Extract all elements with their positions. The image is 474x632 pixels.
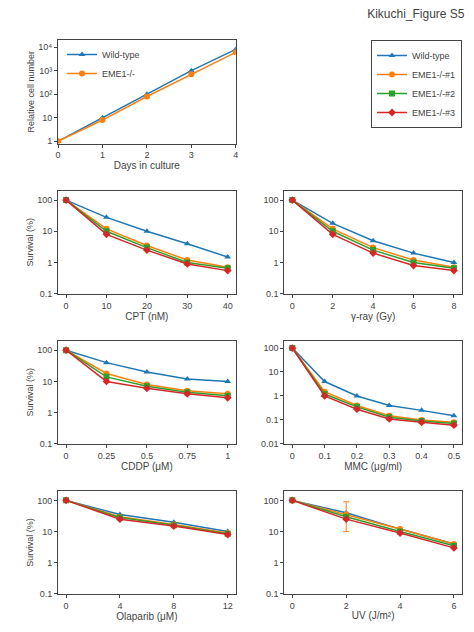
svg-text:10: 10	[101, 301, 111, 311]
svg-text:12: 12	[223, 601, 233, 611]
svg-text:0.3: 0.3	[383, 451, 396, 461]
svg-text:2: 2	[144, 150, 149, 160]
svg-text:EME1-/-#1: EME1-/-#1	[412, 70, 455, 80]
svg-text:4: 4	[398, 601, 403, 611]
svg-text:100: 100	[37, 345, 52, 355]
svg-text:0.1: 0.1	[40, 439, 53, 449]
svg-text:EME1-/-#2: EME1-/-#2	[412, 89, 455, 99]
svg-text:Wild-type: Wild-type	[102, 50, 140, 60]
svg-text:0.75: 0.75	[179, 451, 197, 461]
svg-text:0: 0	[290, 301, 295, 311]
svg-text:1: 1	[273, 558, 278, 568]
svg-text:0.2: 0.2	[351, 451, 364, 461]
svg-text:Survival (%): Survival (%)	[25, 368, 35, 417]
svg-text:10: 10	[42, 226, 52, 236]
svg-text:6: 6	[411, 301, 416, 311]
svg-text:CDDP (μM): CDDP (μM)	[121, 461, 173, 472]
svg-text:4: 4	[117, 601, 122, 611]
svg-text:MMC (μg/ml): MMC (μg/ml)	[344, 461, 402, 472]
svg-text:1: 1	[273, 258, 278, 268]
svg-text:γ-ray (Gy): γ-ray (Gy)	[351, 311, 395, 322]
svg-text:0.1: 0.1	[266, 415, 279, 425]
svg-text:Kikuchi_Figure S5: Kikuchi_Figure S5	[367, 7, 465, 21]
svg-text:0: 0	[290, 451, 295, 461]
svg-text:EME1-/-: EME1-/-	[102, 69, 135, 79]
svg-text:1: 1	[273, 391, 278, 401]
svg-text:Relative cell number: Relative cell number	[26, 51, 36, 133]
svg-text:0.25: 0.25	[98, 451, 116, 461]
svg-text:40: 40	[223, 301, 233, 311]
svg-text:0: 0	[64, 601, 69, 611]
svg-text:CPT (nM): CPT (nM)	[125, 311, 168, 322]
svg-text:0.1: 0.1	[40, 589, 53, 599]
svg-text:Wild-type: Wild-type	[412, 51, 450, 61]
svg-text:0.1: 0.1	[318, 451, 331, 461]
svg-text:30: 30	[182, 301, 192, 311]
svg-text:10: 10	[42, 377, 52, 387]
svg-text:Survival (%): Survival (%)	[25, 518, 35, 567]
svg-text:1: 1	[47, 258, 52, 268]
svg-text:4: 4	[371, 301, 376, 311]
svg-text:3: 3	[189, 150, 194, 160]
svg-text:0: 0	[290, 601, 295, 611]
svg-text:100: 100	[263, 343, 278, 353]
svg-text:0: 0	[64, 451, 69, 461]
svg-text:Days in culture: Days in culture	[114, 160, 181, 171]
svg-text:0.5: 0.5	[141, 451, 154, 461]
svg-text:10²: 10²	[39, 89, 52, 99]
svg-text:0.4: 0.4	[415, 451, 428, 461]
svg-text:0: 0	[55, 150, 60, 160]
svg-text:8: 8	[171, 601, 176, 611]
svg-text:10: 10	[42, 527, 52, 537]
svg-text:10: 10	[268, 226, 278, 236]
svg-text:0.1: 0.1	[40, 289, 53, 299]
svg-text:1: 1	[47, 136, 52, 146]
svg-text:1: 1	[100, 150, 105, 160]
svg-text:10⁴: 10⁴	[38, 42, 52, 52]
svg-text:20: 20	[142, 301, 152, 311]
svg-text:UV (J/m²): UV (J/m²)	[352, 610, 395, 621]
svg-text:10³: 10³	[39, 66, 52, 76]
svg-text:10: 10	[42, 113, 52, 123]
svg-text:100: 100	[263, 496, 278, 506]
svg-text:10: 10	[268, 367, 278, 377]
svg-text:1: 1	[47, 558, 52, 568]
svg-text:100: 100	[263, 195, 278, 205]
svg-text:0.5: 0.5	[448, 451, 461, 461]
svg-text:10: 10	[268, 527, 278, 537]
svg-text:0: 0	[64, 301, 69, 311]
svg-text:0.01: 0.01	[261, 439, 279, 449]
svg-text:Olaparib (μM): Olaparib (μM)	[116, 611, 177, 622]
svg-text:8: 8	[451, 301, 456, 311]
svg-text:100: 100	[37, 496, 52, 506]
svg-text:0.1: 0.1	[266, 589, 279, 599]
svg-text:Survival (%): Survival (%)	[25, 218, 35, 267]
svg-text:1: 1	[47, 408, 52, 418]
svg-text:2: 2	[330, 301, 335, 311]
svg-text:6: 6	[451, 601, 456, 611]
svg-text:EME1-/-#3: EME1-/-#3	[412, 108, 455, 118]
svg-text:2: 2	[344, 601, 349, 611]
svg-text:100: 100	[37, 195, 52, 205]
svg-text:1: 1	[225, 451, 230, 461]
svg-text:4: 4	[233, 150, 238, 160]
svg-text:0.1: 0.1	[266, 289, 279, 299]
